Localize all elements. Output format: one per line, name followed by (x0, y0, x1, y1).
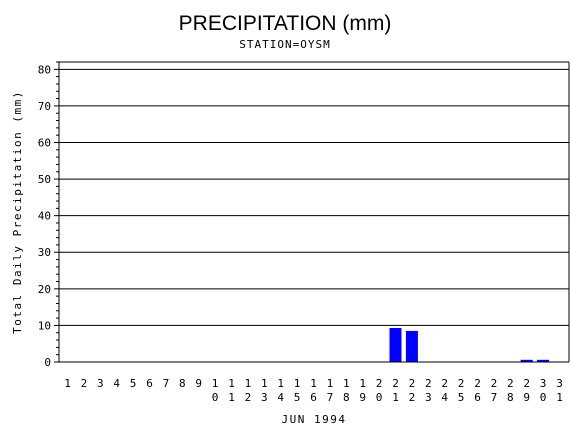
y-tick-label: 40 (38, 210, 51, 223)
x-tick-label: 5 (130, 377, 137, 390)
y-tick-label: 10 (38, 319, 51, 332)
y-tick-labels: 0 10 20 30 40 50 60 70 80 (38, 63, 51, 369)
x-tick-labels: 1 2 3 4 5 6 7 8 9 1 01 11 21 31 41 51 61 71 81 92 02 12 22 32 42… (64, 377, 563, 404)
y-tick-label: 80 (38, 63, 51, 76)
x-tick-label: 3 (97, 377, 104, 390)
x-tick-label: 8 (179, 377, 186, 390)
y-tick-label: 30 (38, 246, 51, 259)
x-tick-label: 9 (195, 377, 202, 390)
x-tick-label: 4 (113, 377, 120, 390)
x-tick-label: 7 (163, 377, 170, 390)
x-tick-label: 2 (81, 377, 88, 390)
bar-day-21 (389, 327, 402, 362)
y-tick-label: 60 (38, 136, 51, 149)
y-tick-label: 50 (38, 173, 51, 186)
grid-lines (59, 68, 569, 326)
bar-day-30 (537, 359, 550, 362)
bars (389, 327, 550, 362)
y-tick-label: 70 (38, 100, 51, 113)
axes (54, 61, 570, 363)
y-tick-label: 0 (44, 356, 51, 369)
bar-day-22 (405, 330, 418, 362)
x-tick-label: 6 (146, 377, 153, 390)
y-axis-label: Total Daily Precipitation (mm) (11, 90, 24, 334)
x-tick-label: 1 (64, 377, 71, 390)
chart-subtitle: STATION=OYSM (239, 38, 330, 51)
x-axis-label: JUN 1994 (282, 413, 347, 426)
bar-day-29 (520, 359, 533, 362)
y-tick-label: 20 (38, 283, 51, 296)
chart-title: PRECIPITATION (mm) (179, 12, 392, 35)
